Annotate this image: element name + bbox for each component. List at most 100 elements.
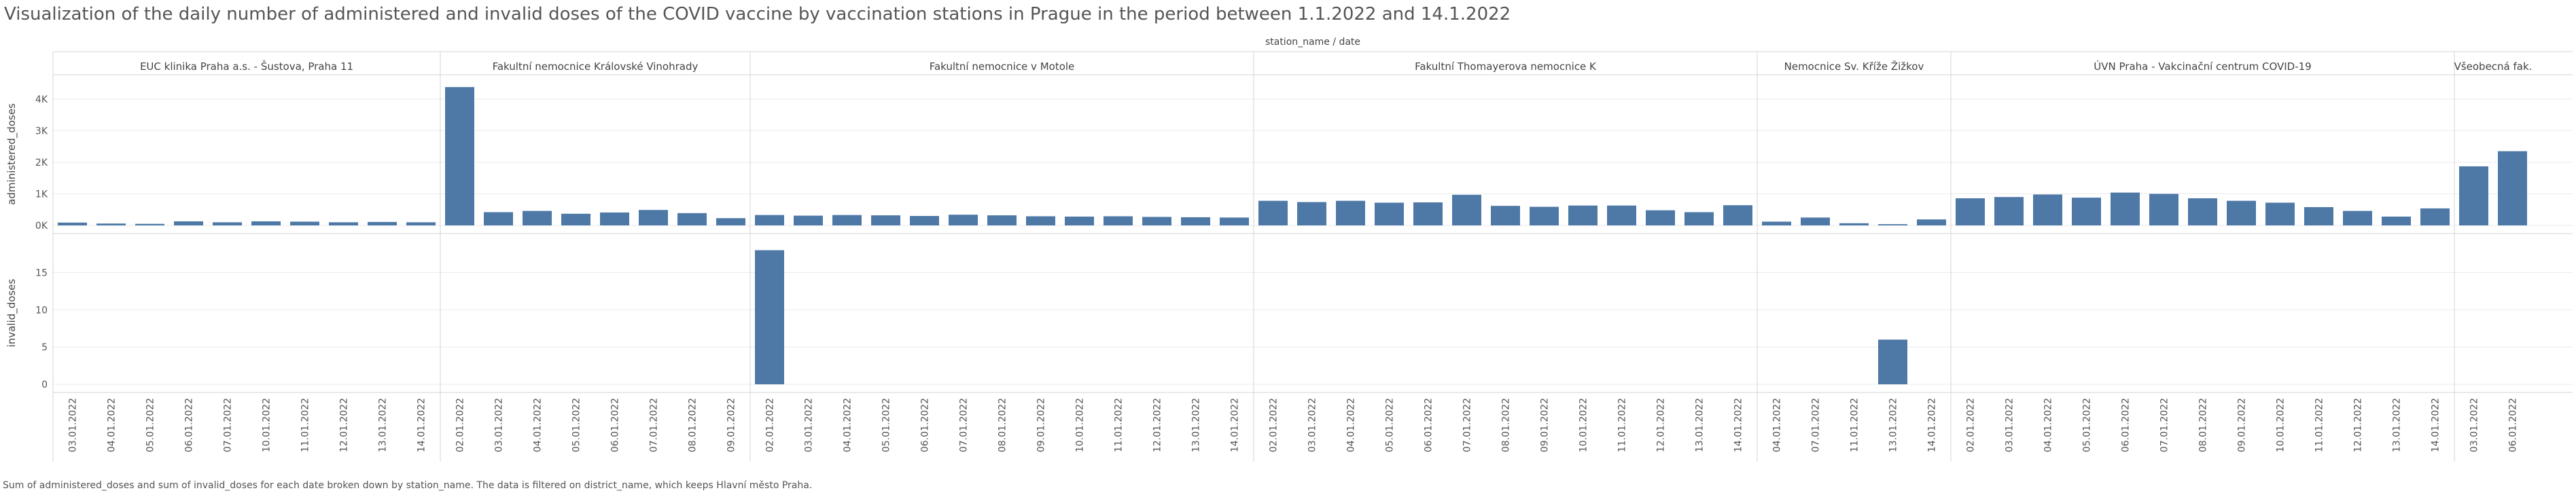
x-tick-label: 08.01.2022 — [688, 398, 699, 452]
bar — [2498, 151, 2527, 225]
bar — [2343, 210, 2372, 225]
bar — [2188, 198, 2217, 225]
bar — [755, 250, 784, 384]
bar — [1684, 212, 1714, 225]
x-tick-label: 05.01.2022 — [145, 398, 156, 452]
bar — [290, 221, 319, 225]
x-tick-label: 07.01.2022 — [649, 398, 660, 452]
bar — [484, 212, 513, 225]
station-label: Fakultní nemocnice v Motole — [930, 60, 1075, 73]
bar — [2072, 198, 2101, 225]
x-tick-label: 03.01.2022 — [2469, 398, 2480, 452]
x-tick-label: 02.01.2022 — [455, 398, 466, 452]
bar — [445, 87, 474, 225]
x-tick-label: 14.01.2022 — [1230, 398, 1241, 452]
x-tick-label: 04.01.2022 — [843, 398, 853, 452]
bar — [600, 212, 629, 225]
station-label: ÚVN Praha - Vakcinační centrum COVID-19 — [2094, 60, 2311, 73]
x-tick-label: 06.01.2022 — [2121, 398, 2132, 452]
x-tick-label: 04.01.2022 — [533, 398, 544, 452]
x-tick-label: 04.01.2022 — [107, 398, 118, 452]
y-axis-label: invalid_doses — [5, 278, 18, 347]
station-label: Fakultní nemocnice Královské Vinohrady — [493, 60, 699, 73]
x-tick-label: 12.01.2022 — [1656, 398, 1667, 452]
x-tick-label: 10.01.2022 — [262, 398, 272, 452]
bar — [755, 215, 784, 225]
x-tick-label: 11.01.2022 — [1617, 398, 1628, 452]
bar — [1762, 221, 1791, 225]
x-tick-label: 12.01.2022 — [339, 398, 350, 452]
x-tick-label: 10.01.2022 — [1578, 398, 1589, 452]
bar — [1878, 224, 1907, 225]
x-tick-label: 03.01.2022 — [494, 398, 505, 452]
x-tick-label: 10.01.2022 — [1075, 398, 1086, 452]
x-tick-label: 14.01.2022 — [1927, 398, 1938, 452]
x-tick-label: 14.01.2022 — [1733, 398, 1744, 452]
bar — [1258, 200, 1288, 225]
bar — [2459, 166, 2488, 225]
x-tick-label: 09.01.2022 — [1036, 398, 1047, 452]
y-tick-label: 0 — [41, 380, 48, 390]
x-tick-label: 04.01.2022 — [1346, 398, 1357, 452]
bar — [1452, 194, 1481, 225]
x-tick-label: 06.01.2022 — [2508, 398, 2519, 452]
station-label: Všeobecná fak. — [2454, 60, 2533, 73]
y-tick-label: 5 — [41, 342, 48, 353]
bar — [135, 223, 164, 225]
bar — [368, 221, 397, 225]
y-tick-label: 15 — [35, 268, 48, 278]
bar — [1297, 202, 1326, 225]
bar — [1104, 216, 1133, 225]
bar — [58, 222, 87, 225]
bar — [1065, 216, 1094, 225]
x-tick-label: 08.01.2022 — [2198, 398, 2209, 452]
bar — [2420, 208, 2450, 225]
y-tick-label: 1K — [35, 189, 48, 200]
x-tick-label: 03.01.2022 — [2005, 398, 2015, 452]
x-tick-label: 09.01.2022 — [1540, 398, 1551, 452]
x-tick-label: 03.01.2022 — [804, 398, 815, 452]
x-tick-label: 02.01.2022 — [765, 398, 776, 452]
x-tick-label: 07.01.2022 — [959, 398, 970, 452]
bar — [716, 218, 745, 225]
station-label: Nemocnice Sv. Kříže Žižkov — [1784, 60, 1924, 73]
bar — [1994, 197, 2024, 225]
bar — [2304, 207, 2333, 225]
bar — [987, 215, 1017, 225]
x-tick-label: 13.01.2022 — [1888, 398, 1899, 452]
x-tick-label: 13.01.2022 — [1191, 398, 1202, 452]
bar — [1646, 210, 1675, 225]
bar — [1878, 340, 1907, 384]
bar — [832, 215, 862, 225]
x-tick-label: 05.01.2022 — [1385, 398, 1396, 452]
bar — [561, 213, 590, 225]
bar — [1917, 219, 1946, 225]
bar — [1181, 217, 1210, 225]
bar — [174, 221, 203, 225]
y-tick-label: 4K — [35, 94, 48, 105]
x-tick-label: 08.01.2022 — [998, 398, 1008, 452]
x-tick-label: 06.01.2022 — [1424, 398, 1434, 452]
y-axis-label: administered_doses — [5, 103, 18, 205]
bar — [1336, 200, 1365, 225]
y-tick-label: 0K — [35, 221, 48, 232]
station-label: Fakultní Thomayerova nemocnice K — [1415, 60, 1597, 73]
bar — [2149, 194, 2178, 225]
bar — [1607, 205, 1636, 225]
x-tick-label: 07.01.2022 — [1811, 398, 1822, 452]
x-tick-label: 04.01.2022 — [2043, 398, 2054, 452]
x-tick-label: 09.01.2022 — [726, 398, 737, 452]
bar — [1530, 206, 1559, 225]
x-tick-label: 11.01.2022 — [300, 398, 311, 452]
x-tick-label: 03.01.2022 — [1307, 398, 1318, 452]
bar — [1375, 202, 1404, 225]
chart-title: Visualization of the daily number of adm… — [4, 4, 1511, 24]
bar — [677, 213, 707, 225]
bar — [1956, 198, 1985, 225]
bar — [639, 210, 668, 225]
bar — [251, 221, 281, 225]
x-tick-label: 09.01.2022 — [2237, 398, 2248, 452]
bar — [2111, 192, 2140, 225]
bar — [213, 222, 242, 225]
